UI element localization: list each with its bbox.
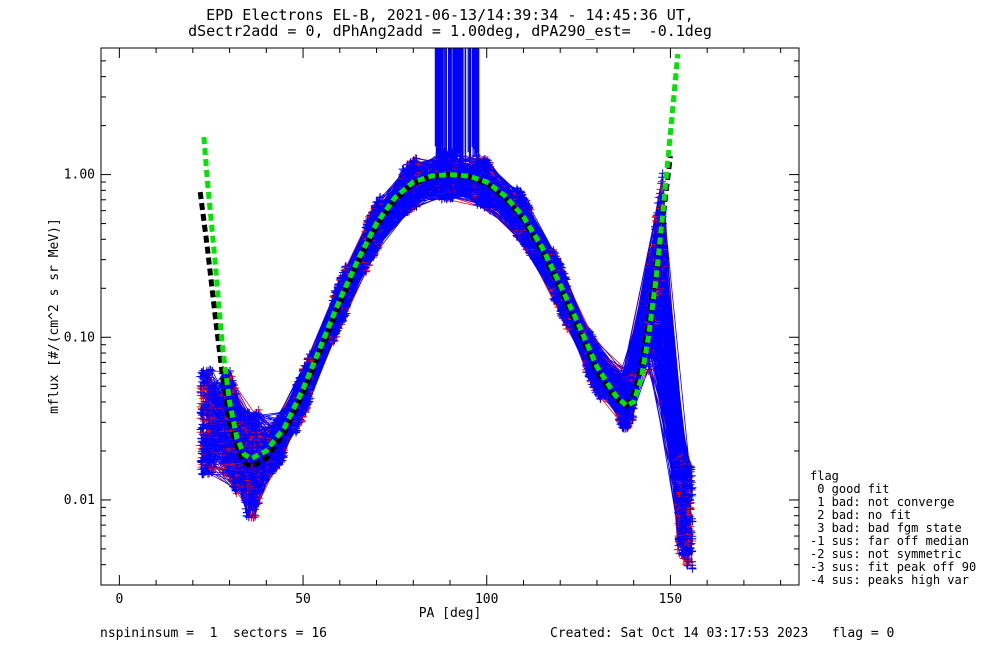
legend-entry: -4 sus: peaks high var: [810, 573, 969, 587]
legend-entry: 0 good fit: [810, 482, 890, 496]
legend-entry: 2 bad: no fit: [810, 508, 912, 522]
y-tick-label: 0.10: [64, 330, 95, 345]
legend: flag 0 good fit 1 bad: not converge 2 ba…: [810, 470, 976, 587]
measurement-traces: [196, 48, 697, 573]
footer-params: nspininsum = 1 sectors = 16: [100, 626, 327, 641]
legend-entry: 1 bad: not converge: [810, 495, 955, 509]
spikes-blue: [434, 48, 480, 168]
fit-curves: [197, 53, 681, 470]
chart-subtitle: dSectr2add = 0, dPhAng2add = 1.00deg, dP…: [188, 22, 712, 40]
x-tick-label: 0: [115, 592, 123, 607]
x-axis-label: PA [deg]: [419, 606, 482, 621]
markers-red: [196, 147, 697, 569]
trace-red: [200, 150, 693, 565]
footer-created: Created: Sat Oct 14 03:17:53 2023 flag =…: [550, 626, 895, 641]
x-tick-label: 100: [475, 592, 498, 607]
y-tick-label: 1.00: [64, 168, 95, 183]
axes: 0 50 100 150 0.01 0.10 1.00: [64, 47, 799, 607]
markers-blue: [196, 147, 697, 573]
chart-title: EPD Electrons EL-B, 2021-06-13/14:39:34 …: [206, 6, 694, 24]
x-tick-label: 50: [295, 592, 311, 607]
legend-title: flag: [810, 469, 839, 483]
legend-entry: 3 bad: bad fgm state: [810, 521, 962, 535]
y-axis-label: mflux [#/(cm^2 s sr MeV)]: [47, 218, 62, 414]
trace-blue: [199, 150, 693, 569]
fit-curve-green: [201, 53, 681, 462]
legend-entry: -2 sus: not symmetric: [810, 547, 962, 561]
x-tick-label: 150: [659, 592, 682, 607]
y-tick-label: 0.01: [64, 493, 95, 508]
legend-entry: -3 sus: fit peak off 90: [810, 560, 977, 574]
legend-entry: -1 sus: far off median: [810, 534, 969, 548]
